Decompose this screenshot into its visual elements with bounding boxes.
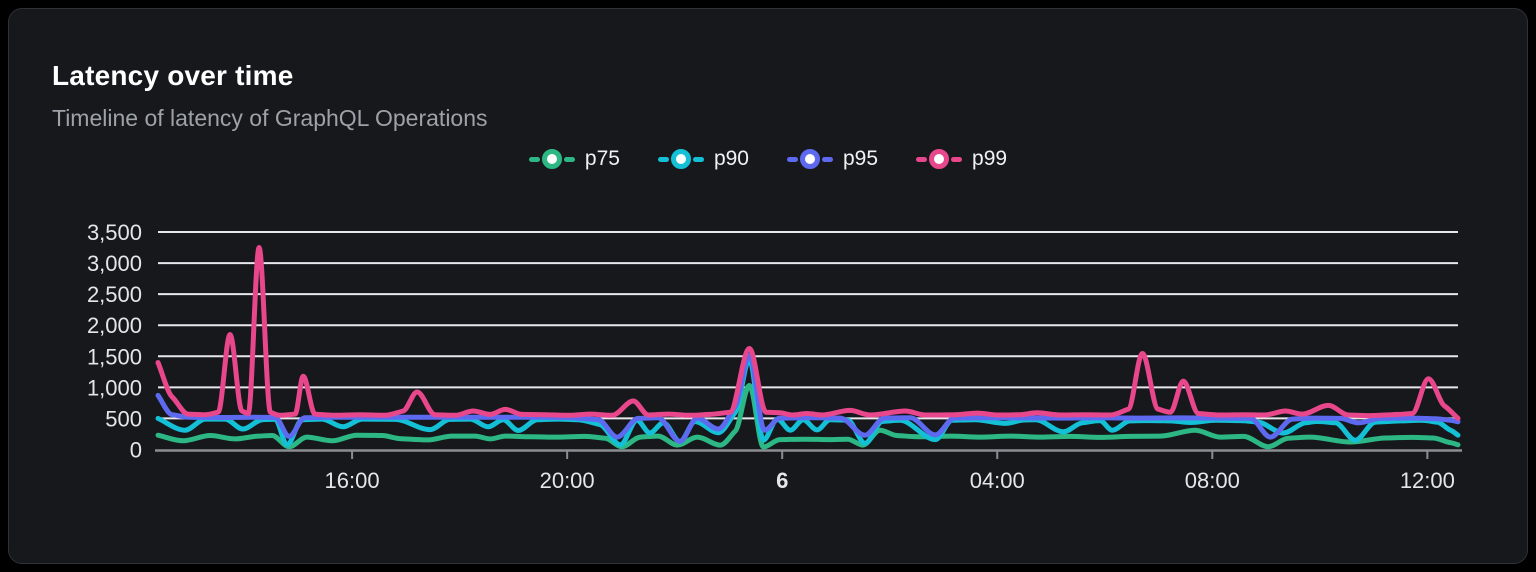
y-tick-label: 2,500	[87, 282, 142, 307]
x-tick-label: 12:00	[1400, 468, 1455, 493]
x-tick-label: 6	[776, 468, 788, 493]
x-tick-label: 16:00	[325, 468, 380, 493]
y-tick-label: 3,000	[87, 251, 142, 276]
y-tick-label: 0	[130, 438, 142, 463]
series-line-p95[interactable]	[155, 352, 1461, 444]
page-subtitle: Timeline of latency of GraphQL Operation…	[52, 105, 488, 131]
x-tick-label: 08:00	[1185, 468, 1240, 493]
page-title: Latency over time	[52, 60, 294, 91]
legend-item-p75[interactable]: p75	[528, 147, 620, 171]
legend-label: p99	[972, 147, 1008, 170]
p99-series-marker-icon	[916, 149, 963, 169]
legend-label: p95	[843, 147, 879, 170]
y-tick-label: 1,500	[87, 344, 142, 369]
legend-item-p99[interactable]: p99	[916, 147, 1007, 171]
p75-series-marker-icon	[528, 149, 575, 169]
legend-item-p95[interactable]: p95	[787, 147, 878, 171]
y-tick-label: 2,000	[87, 313, 142, 338]
legend-item-p90[interactable]: p90	[657, 147, 749, 171]
chart-legend: p75 p90 p95 p99	[9, 147, 1527, 171]
y-tick-label: 500	[105, 406, 142, 431]
legend-label: p90	[713, 147, 749, 170]
p95-series-marker-icon	[787, 149, 833, 169]
y-tick-label: 3,500	[87, 220, 142, 245]
y-tick-label: 1,000	[87, 375, 142, 400]
x-tick-label: 04:00	[970, 468, 1025, 493]
p90-series-marker-icon	[657, 149, 704, 169]
legend-label: p75	[584, 147, 620, 170]
series-line-p99[interactable]	[155, 245, 1461, 421]
x-tick-label: 20:00	[540, 468, 595, 493]
